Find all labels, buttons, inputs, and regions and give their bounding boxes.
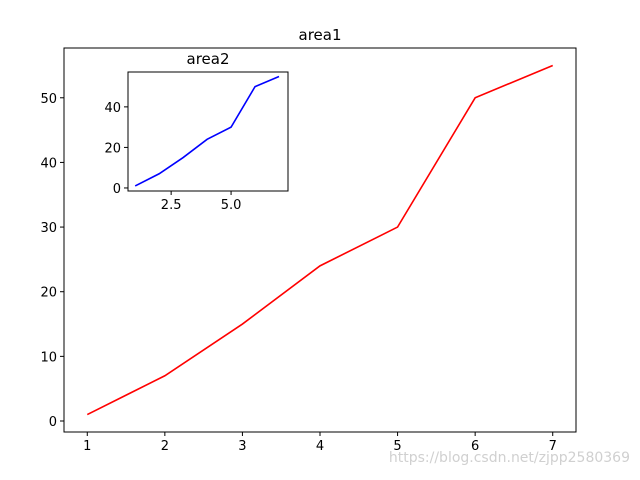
x-tick-label: 6	[471, 439, 479, 454]
y-tick-label: 50	[40, 92, 57, 107]
x-tick-label: 4	[316, 439, 324, 454]
y-tick-label: 0	[113, 182, 121, 197]
x-tick-label: 3	[238, 439, 246, 454]
y-tick-label: 40	[40, 156, 57, 171]
x-tick-label: 2.5	[161, 198, 182, 213]
x-tick-label: 7	[549, 439, 557, 454]
y-tick-label: 30	[40, 221, 57, 236]
y-tick-label: 10	[40, 350, 57, 365]
x-tick-label: 5.0	[221, 198, 242, 213]
x-tick-label: 5	[393, 439, 401, 454]
chart-title: area2	[187, 50, 230, 68]
y-tick-label: 20	[40, 286, 57, 301]
x-tick-label: 1	[83, 439, 91, 454]
line	[86, 64, 554, 416]
y-tick-label: 40	[104, 101, 121, 116]
plot-area	[127, 71, 289, 192]
watermark: https://blog.csdn.net/zjpp2580369	[389, 450, 630, 466]
y-tick-label: 0	[49, 415, 57, 430]
chart-title: area1	[299, 26, 342, 44]
x-tick-label: 2	[161, 439, 169, 454]
y-tick-label: 20	[104, 141, 121, 156]
line	[134, 75, 280, 187]
